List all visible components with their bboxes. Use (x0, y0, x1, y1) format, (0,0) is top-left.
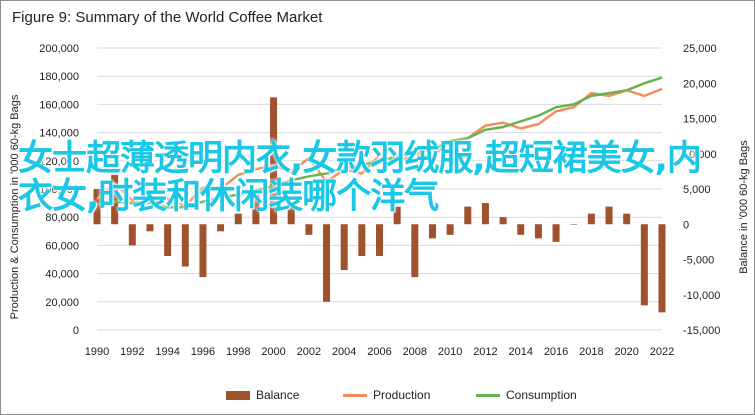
left-axis-label: Production & Consumption in '000 60-kg B… (9, 94, 21, 319)
balance-bar (428, 224, 436, 239)
x-tick-label: 2008 (403, 346, 427, 358)
right-tick-label: -5,000 (683, 255, 714, 267)
left-axis-ticks: 0 20,000 40,000 60,000 80,000 100,000 120,000 1… (39, 43, 79, 337)
right-tick-label: -10,000 (683, 290, 720, 302)
legend-item-balance: Balance (226, 388, 299, 402)
legend-swatch-production (343, 393, 367, 397)
balance-bar (217, 224, 225, 232)
right-tick-label: 15,000 (683, 114, 717, 126)
balance-bar (552, 224, 560, 242)
x-tick-label: 1996 (191, 346, 215, 358)
balance-bar (270, 97, 278, 225)
x-tick-label: 1998 (226, 346, 250, 358)
balance-bar (393, 206, 401, 225)
balance-bar (446, 224, 454, 235)
balance-bar (517, 224, 525, 235)
balance-bars (93, 97, 666, 313)
balance-bar (252, 192, 260, 225)
balance-bar (323, 224, 331, 302)
right-axis-label: Balance in '000 60-kg Bags (738, 140, 750, 274)
balance-bar (587, 213, 595, 225)
x-tick-label: 2010 (438, 346, 462, 358)
left-tick-label: 140,000 (39, 128, 79, 140)
left-tick-label: 200,000 (39, 43, 79, 55)
x-tick-label: 2020 (614, 346, 638, 358)
x-tick-label: 2016 (544, 346, 568, 358)
legend-label-balance: Balance (256, 388, 300, 402)
series-lines (96, 76, 663, 209)
x-tick-label: 2014 (509, 346, 533, 358)
left-tick-label: 20,000 (45, 297, 79, 309)
legend-item-consumption: Consumption (476, 388, 577, 402)
x-tick-label: 2002 (297, 346, 321, 358)
x-tick-label: 1994 (155, 346, 179, 358)
balance-bar (411, 224, 419, 278)
left-tick-label: 180,000 (39, 71, 79, 83)
x-axis-ticks: 1990 1992 1994 1996 1998 2000 2002 2004 2006 2008… (85, 346, 674, 358)
left-tick-label: 160,000 (39, 99, 79, 111)
balance-bar (499, 217, 507, 225)
right-tick-label: -15,000 (683, 325, 720, 337)
legend-swatch-balance (226, 390, 250, 400)
left-tick-label: 60,000 (45, 240, 79, 252)
balance-bar (605, 206, 613, 225)
legend-label-production: Production (373, 388, 431, 402)
x-tick-label: 2022 (650, 346, 674, 358)
balance-bar (464, 206, 472, 225)
balance-bar (534, 224, 542, 239)
left-tick-label: 100,000 (39, 184, 79, 196)
right-tick-label: 25,000 (683, 43, 717, 55)
balance-bar (181, 224, 189, 267)
balance-bar (287, 203, 295, 225)
right-axis-ticks: -15,000 -10,000 -5,000 0 5,000 10,000 15,000 20… (683, 43, 720, 337)
left-tick-label: 40,000 (45, 269, 79, 281)
balance-bar (358, 224, 366, 256)
balance-bar (93, 189, 101, 225)
balance-bar (658, 224, 666, 313)
balance-bar (146, 224, 154, 232)
balance-bar (640, 224, 648, 306)
legend-swatch-consumption (476, 393, 500, 397)
production-line (96, 87, 663, 208)
balance-bar (234, 213, 242, 225)
legend: Balance Production Consumption (0, 388, 755, 406)
balance-bar (199, 224, 207, 278)
right-tick-label: 10,000 (683, 149, 717, 161)
x-tick-label: 2004 (332, 346, 356, 358)
right-tick-label: 20,000 (683, 78, 717, 90)
balance-bar (164, 224, 172, 256)
balance-bar (376, 224, 383, 256)
left-tick-label: 120,000 (39, 156, 79, 168)
consumption-line (96, 76, 663, 209)
x-tick-label: 1992 (120, 346, 144, 358)
right-tick-label: 0 (683, 219, 689, 231)
balance-bar (111, 174, 119, 225)
x-tick-label: 2018 (579, 346, 603, 358)
balance-bar (623, 213, 631, 225)
left-tick-label: 0 (73, 325, 79, 337)
x-tick-label: 2006 (367, 346, 391, 358)
balance-bar (305, 224, 313, 235)
chart-title: Figure 9: Summary of the World Coffee Ma… (12, 9, 323, 26)
legend-item-production: Production (343, 388, 430, 402)
balance-bar (570, 224, 578, 225)
right-tick-label: 5,000 (683, 184, 711, 196)
x-tick-label: 1990 (85, 346, 109, 358)
balance-bar (340, 224, 348, 271)
balance-bar (481, 203, 489, 225)
left-tick-label: 80,000 (45, 212, 79, 224)
overlay-watermark-text: 女士超薄透明内衣,女款羽绒服,超短裙美女,内衣女,时装和休闲装哪个洋气 (18, 139, 702, 217)
balance-bar (128, 224, 136, 246)
x-tick-label: 2000 (261, 346, 285, 358)
legend-label-consumption: Consumption (506, 388, 577, 402)
x-tick-label: 2012 (473, 346, 497, 358)
